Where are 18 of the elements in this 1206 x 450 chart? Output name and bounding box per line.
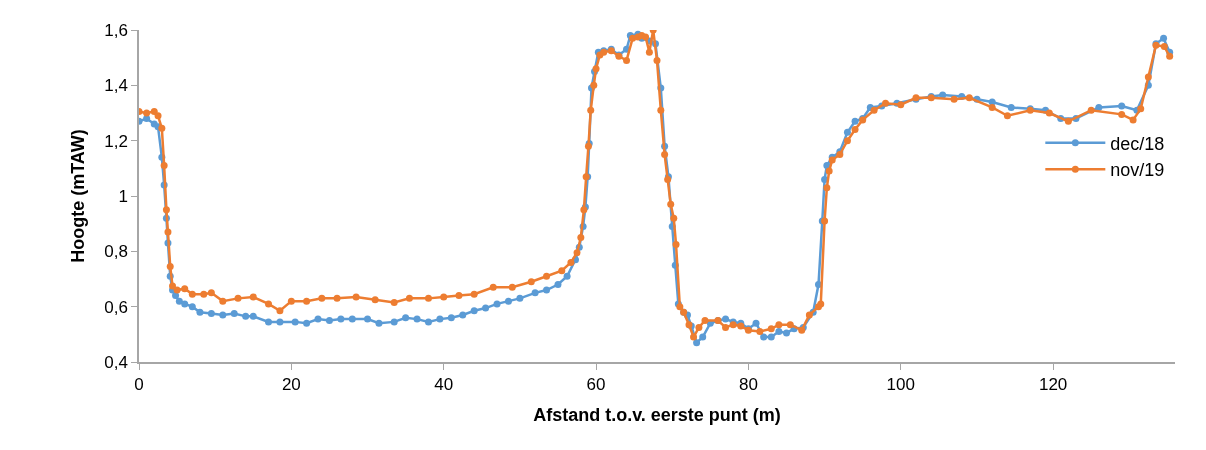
y-tick-label: 0,6 [104,297,128,317]
x-tick-label: 0 [134,375,144,395]
y-tick-label: 1,4 [104,76,128,96]
y-tick-label: 1,6 [104,20,128,40]
legend-label: nov/19 [1110,160,1165,181]
x-tick-label: 40 [434,375,454,395]
y-tick-label: 0,8 [104,242,128,262]
x-axis-title: Afstand t.o.v. eerste punt (m) [533,404,781,425]
y-axis-title: Hoogte (mTAW) [67,129,88,263]
y-tick-label: 1 [118,186,128,206]
x-tick-label: 100 [886,375,915,395]
x-tick-label: 60 [586,375,606,395]
x-tick-label: 120 [1038,375,1068,395]
y-tick-label: 1,2 [104,131,128,151]
x-tick-label: 80 [738,375,758,395]
x-tick-label: 20 [281,375,301,395]
legend-label: dec/18 [1110,133,1165,154]
y-tick-label: 0,4 [104,352,128,372]
